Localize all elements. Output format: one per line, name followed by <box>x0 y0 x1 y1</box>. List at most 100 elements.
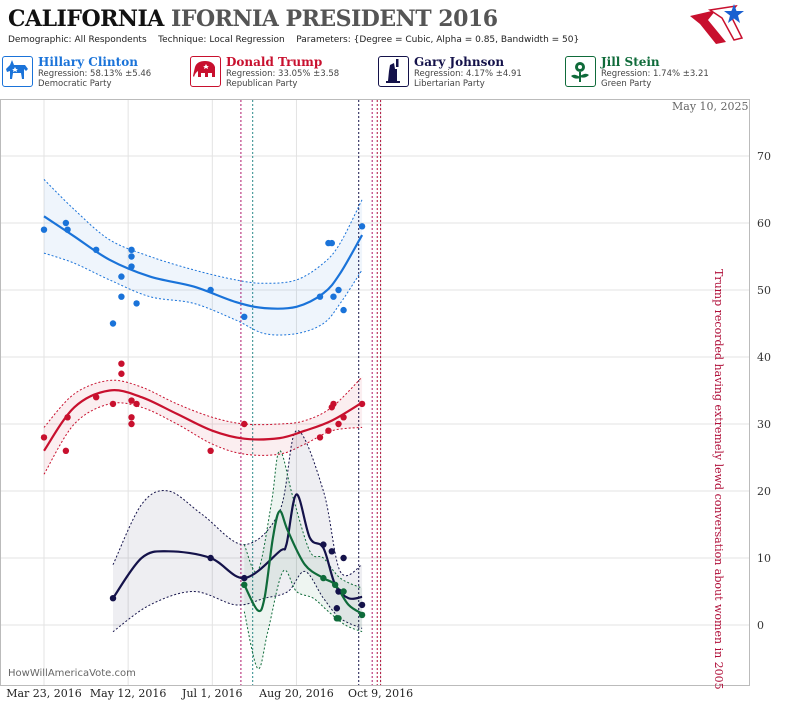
poll-point <box>92 394 100 401</box>
site-credit[interactable]: HowWillAmericaVote.com <box>8 668 136 679</box>
confidence-band <box>244 450 363 669</box>
candidate-regression: Regression: 1.74% ±3.21 <box>601 69 709 79</box>
y-tick-label: 70 <box>757 150 771 163</box>
poll-point <box>330 293 337 300</box>
regression-line <box>43 389 363 452</box>
confidence-lower <box>43 402 363 475</box>
poll-point <box>340 554 347 562</box>
candidate-regression: Regression: 4.17% ±4.91 <box>414 69 522 79</box>
candidate-regression: Regression: 33.05% ±3.58 <box>226 69 340 79</box>
event-lines <box>240 100 382 685</box>
poll-point <box>64 226 71 233</box>
poll-point <box>358 611 366 619</box>
y-axis-ticks: 0 10 20 30 40 50 60 70 <box>757 150 771 632</box>
poll-point <box>328 548 335 555</box>
poll-point <box>331 581 339 588</box>
poll-point <box>333 605 341 612</box>
confidence-lower <box>112 570 363 633</box>
poll-point <box>316 293 324 300</box>
candidate-name: Hillary Clinton <box>38 55 138 69</box>
legend-trump[interactable]: Donald Trump Regression: 33.05% ±3.58 Re… <box>188 54 374 92</box>
poll-point <box>340 306 347 314</box>
page-title: CALIFORNIA IFORNIA PRESIDENT 2016 <box>8 6 498 32</box>
confidence-upper <box>112 430 363 577</box>
poll-point <box>328 239 335 247</box>
poll-point <box>335 588 342 595</box>
poll-point <box>109 595 117 602</box>
regression-lines <box>43 215 364 615</box>
legend-johnson[interactable]: Gary Johnson Regression: 4.17% ±4.91 Lib… <box>376 54 562 92</box>
candidate-party: Green Party <box>601 79 652 89</box>
elephant-icon <box>190 56 221 87</box>
y-tick-label: 20 <box>757 485 771 498</box>
x-tick-label: Aug 20, 2016 <box>258 687 334 700</box>
poll-point <box>241 313 248 320</box>
poll-point <box>207 447 214 454</box>
confidence-upper <box>43 376 363 428</box>
poll-point <box>128 253 135 260</box>
poll-point <box>128 263 135 270</box>
poll-point <box>207 286 214 294</box>
poll-point <box>316 434 324 441</box>
confidence-band <box>44 179 363 336</box>
poll-point <box>335 286 342 294</box>
x-tick-label: May 12, 2016 <box>90 687 167 700</box>
confidence-band <box>113 430 363 632</box>
y-tick-label: 10 <box>757 552 771 565</box>
poll-point <box>335 615 342 622</box>
regression-line <box>43 215 364 310</box>
x-tick-label: Jul 1, 2016 <box>181 687 243 700</box>
candidate-party: Libertarian Party <box>414 79 485 89</box>
poll-point <box>340 414 347 421</box>
date-stamp: May 10, 2025 <box>672 100 749 113</box>
candidate-party: Democratic Party <box>38 79 112 89</box>
poll-point <box>92 246 100 253</box>
y-tick-label: 50 <box>757 284 771 297</box>
chart-parameters: Demographic: All Respondents Technique: … <box>8 35 580 45</box>
y-tick-label: 40 <box>757 351 771 364</box>
site-logo-icon[interactable] <box>686 2 746 48</box>
poll-point <box>40 226 48 233</box>
poll-point <box>62 447 70 454</box>
poll-point <box>133 300 140 307</box>
confidence-bands <box>43 179 363 670</box>
poll-point <box>241 581 248 588</box>
poll-point <box>118 370 125 377</box>
poll-point <box>128 414 135 421</box>
confidence-lower <box>43 252 363 336</box>
confidence-upper <box>243 450 363 589</box>
poll-point <box>64 414 71 421</box>
poll-point <box>335 420 342 428</box>
poll-point <box>320 574 327 582</box>
poll-point <box>325 427 332 434</box>
candidate-party: Republican Party <box>226 79 298 89</box>
candidate-name: Jill Stein <box>601 55 660 69</box>
legend-stein[interactable]: Jill Stein Regression: 1.74% ±3.21 Green… <box>563 54 749 92</box>
event-annotation: Trump recorded having extremely lewd con… <box>712 269 725 690</box>
x-tick-label: Mar 23, 2016 <box>6 687 82 700</box>
poll-point <box>128 246 135 253</box>
poll-point <box>40 434 48 441</box>
y-tick-label: 30 <box>757 418 771 431</box>
candidate-name: Donald Trump <box>226 55 323 69</box>
poll-point <box>128 420 135 428</box>
poll-point <box>118 273 125 280</box>
poll-point <box>241 420 248 428</box>
poll-point <box>118 360 125 367</box>
candidate-regression: Regression: 58.13% ±5.46 <box>38 69 152 79</box>
donkey-icon <box>2 56 33 87</box>
candidate-name: Gary Johnson <box>414 55 505 69</box>
poll-point <box>109 400 117 408</box>
poll-point <box>241 574 248 582</box>
y-tick-label: 60 <box>757 217 771 230</box>
poll-point <box>330 400 337 408</box>
poll-point <box>340 588 347 595</box>
poll-point <box>128 397 135 404</box>
y-tick-label: 0 <box>757 619 764 632</box>
poll-points <box>40 219 366 622</box>
poll-point <box>118 293 125 300</box>
poll-point <box>207 554 214 562</box>
legend-clinton[interactable]: Hillary Clinton Regression: 58.13% ±5.46… <box>0 54 186 92</box>
poll-point <box>62 219 70 227</box>
